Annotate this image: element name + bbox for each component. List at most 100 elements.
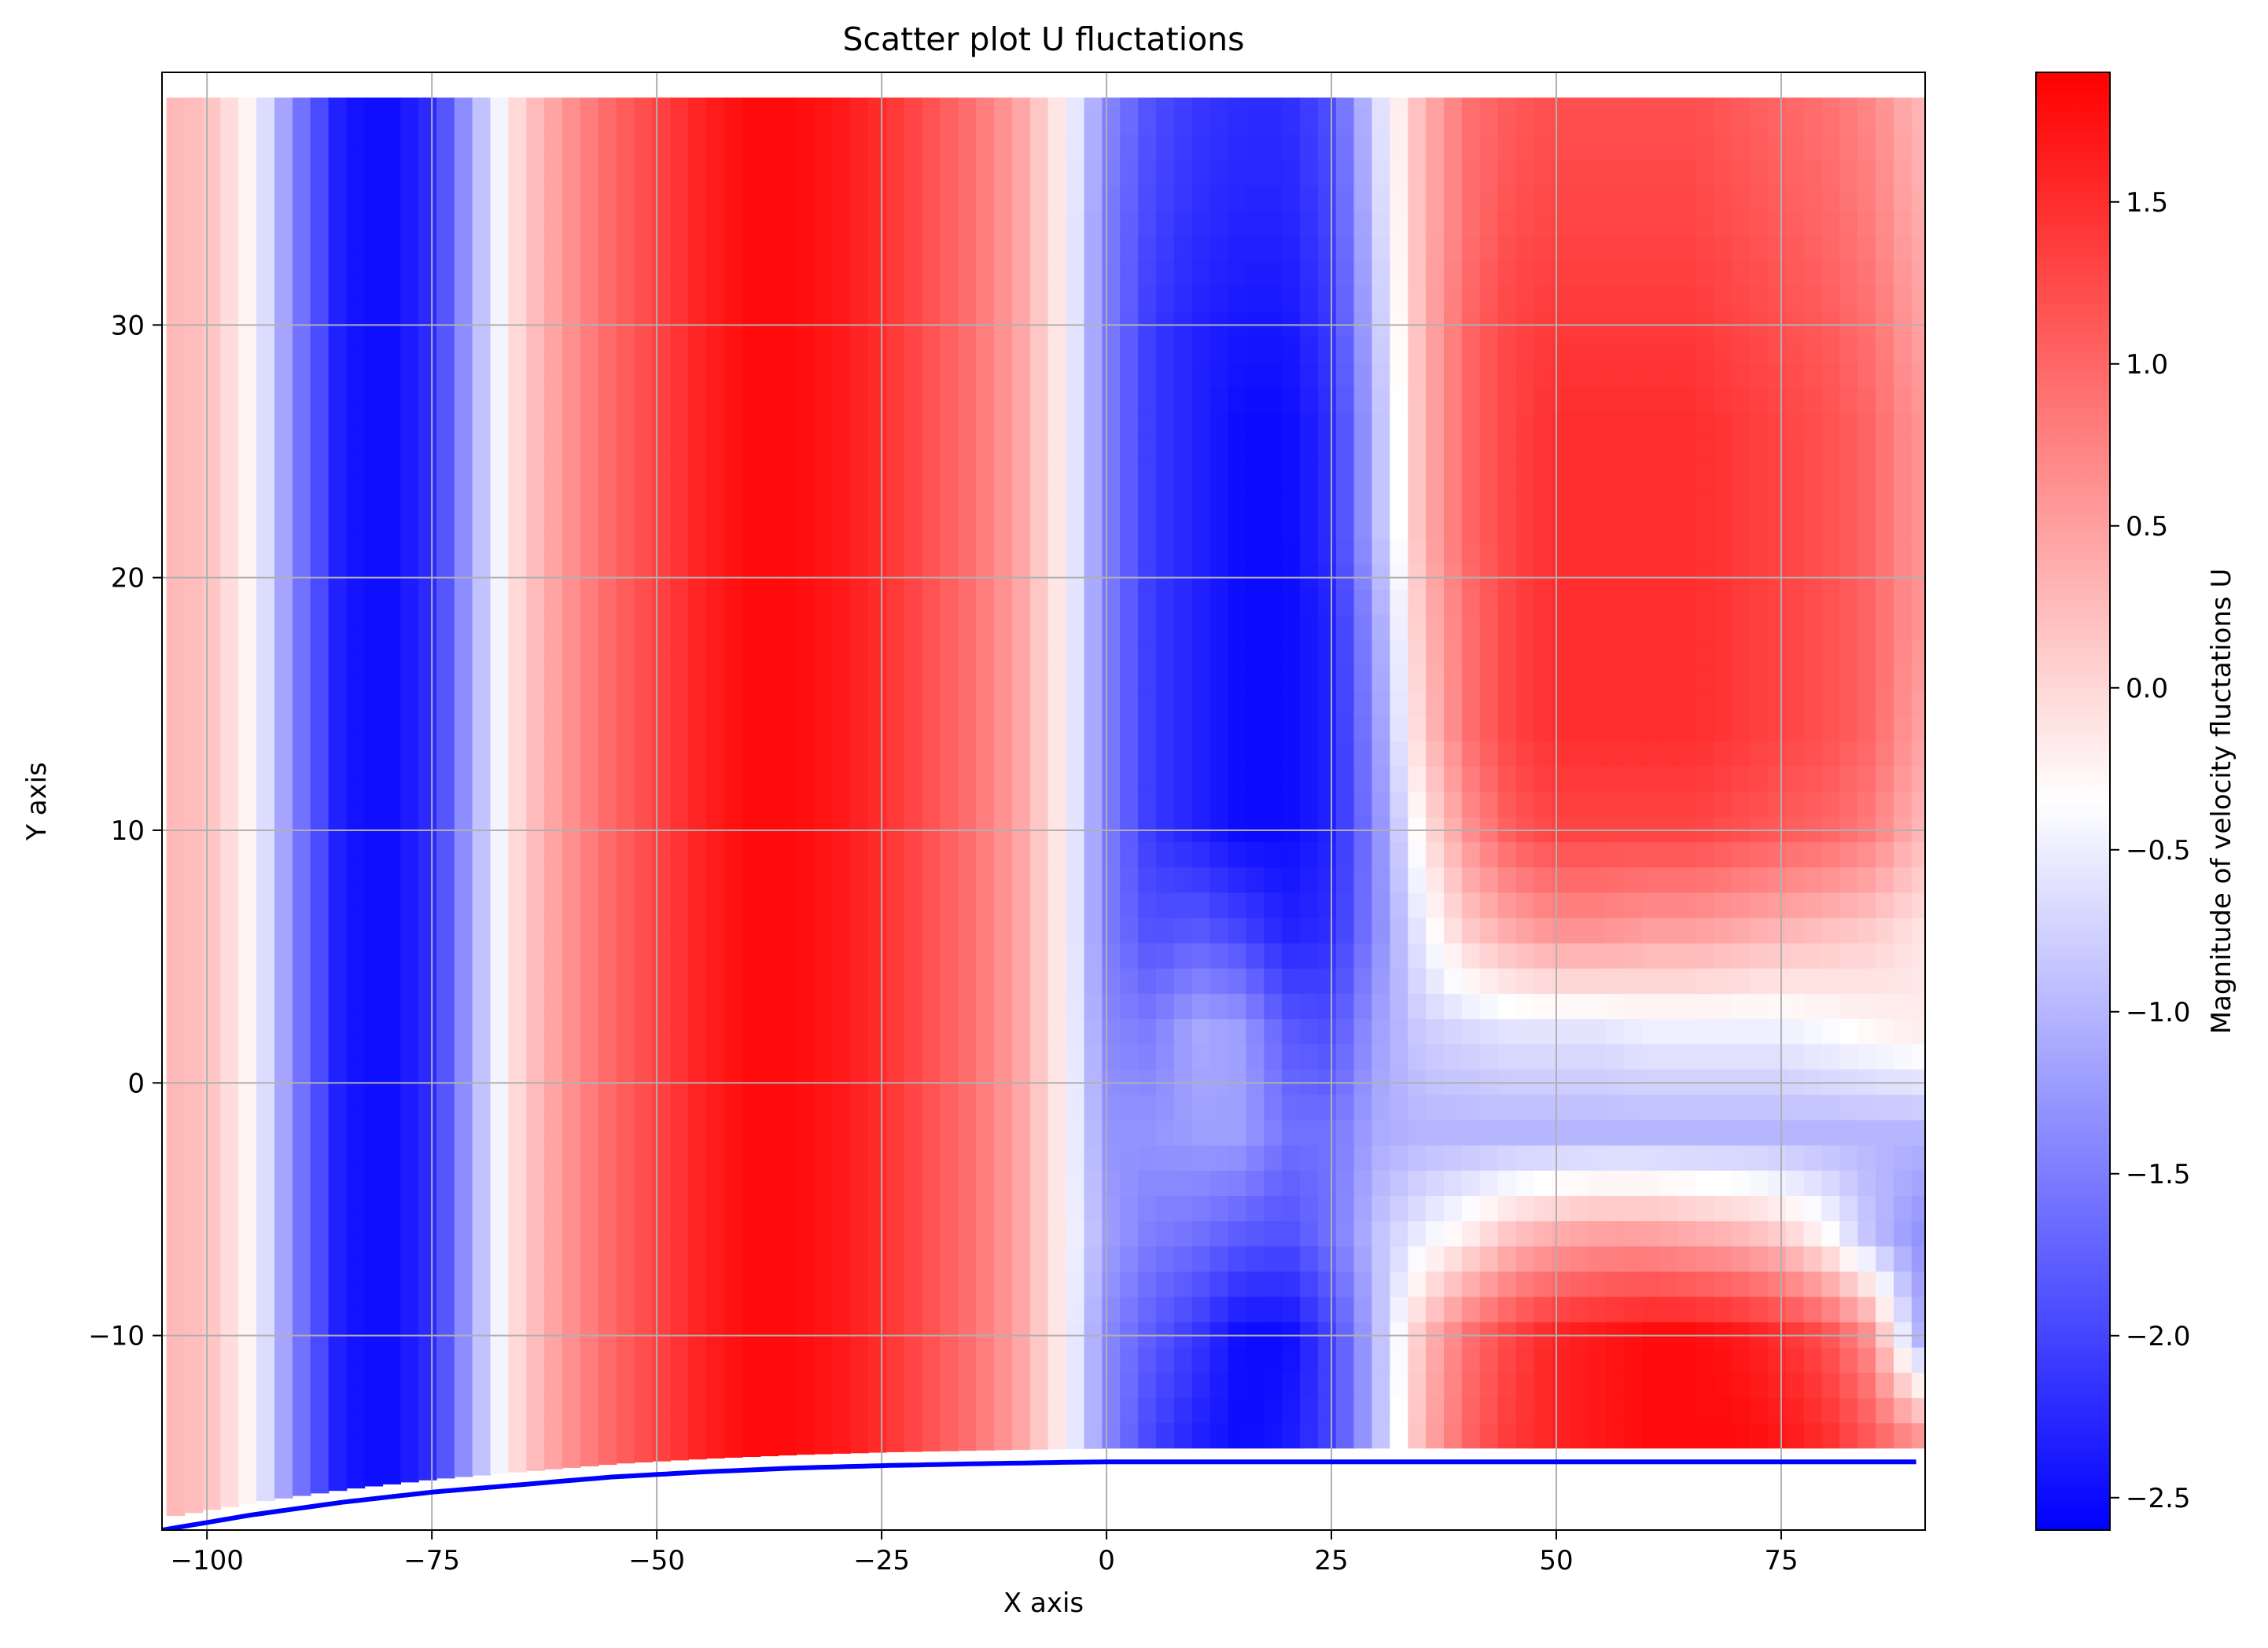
field-cell bbox=[1588, 487, 1607, 514]
field-cell bbox=[1300, 462, 1319, 489]
field-cell bbox=[885, 1022, 905, 1048]
field-cell bbox=[742, 218, 761, 245]
field-cell bbox=[1173, 1043, 1193, 1070]
field-cell bbox=[688, 1155, 707, 1182]
field-cell bbox=[346, 1462, 366, 1489]
field-cell bbox=[1191, 942, 1211, 969]
field-cell bbox=[1714, 1347, 1732, 1373]
field-cell bbox=[1102, 210, 1121, 237]
field-cell bbox=[346, 704, 366, 731]
field-cell bbox=[1353, 412, 1373, 439]
field-cell bbox=[1317, 210, 1337, 236]
field-cell bbox=[1228, 1321, 1247, 1348]
field-cell bbox=[634, 931, 654, 958]
field-cell bbox=[1156, 1296, 1175, 1322]
field-cell bbox=[1029, 1423, 1049, 1450]
field-cell bbox=[1605, 564, 1625, 590]
field-cell bbox=[1353, 361, 1373, 388]
field-cell bbox=[544, 559, 563, 586]
field-cell bbox=[760, 1152, 779, 1179]
field-cell bbox=[940, 743, 959, 770]
field-cell bbox=[202, 498, 222, 525]
field-cell bbox=[1695, 210, 1714, 236]
field-cell bbox=[1390, 917, 1409, 944]
field-cell bbox=[1426, 589, 1445, 615]
field-cell bbox=[1533, 664, 1553, 691]
field-cell bbox=[436, 921, 455, 948]
field-cell bbox=[814, 443, 833, 469]
field-cell bbox=[1173, 1170, 1193, 1196]
field-cell bbox=[1588, 917, 1607, 944]
field-cell bbox=[1444, 816, 1463, 843]
field-cell bbox=[1353, 766, 1373, 792]
field-cell bbox=[1570, 538, 1589, 565]
field-cell bbox=[1767, 791, 1787, 817]
field-cell bbox=[616, 1185, 635, 1211]
field-cell bbox=[1029, 211, 1049, 237]
field-cell bbox=[904, 567, 923, 594]
field-cell bbox=[922, 945, 941, 972]
field-cell bbox=[1767, 917, 1787, 944]
field-cell bbox=[1335, 1245, 1355, 1272]
field-cell bbox=[688, 827, 707, 853]
field-cell bbox=[472, 439, 492, 465]
field-cell bbox=[1317, 690, 1337, 716]
field-cell bbox=[256, 1450, 275, 1476]
field-cell bbox=[1570, 1170, 1589, 1196]
field-cell bbox=[796, 443, 816, 470]
field-cell bbox=[994, 135, 1013, 162]
field-cell bbox=[1047, 1348, 1067, 1374]
field-cell bbox=[1749, 538, 1769, 565]
field-cell bbox=[1209, 917, 1229, 944]
field-cell bbox=[1426, 336, 1445, 362]
field-cell bbox=[562, 1012, 581, 1039]
field-cell bbox=[1047, 1094, 1067, 1121]
field-cell bbox=[723, 1204, 743, 1230]
field-cell bbox=[1497, 1271, 1517, 1297]
field-cell bbox=[166, 353, 186, 380]
field-cell bbox=[1335, 1119, 1355, 1146]
field-cell bbox=[364, 323, 384, 350]
field-cell bbox=[1803, 1372, 1823, 1399]
field-cell bbox=[958, 1197, 977, 1224]
field-cell bbox=[723, 193, 743, 220]
field-cell bbox=[1317, 487, 1337, 514]
field-cell bbox=[598, 504, 617, 531]
field-cell bbox=[616, 907, 635, 933]
field-cell bbox=[1282, 816, 1301, 843]
field-cell bbox=[364, 348, 384, 375]
field-cell bbox=[1102, 639, 1121, 666]
field-cell bbox=[1444, 639, 1463, 666]
field-cell bbox=[1426, 1094, 1445, 1120]
field-cell bbox=[1461, 336, 1481, 362]
field-cell bbox=[832, 114, 851, 141]
field-cell bbox=[885, 1249, 905, 1276]
field-cell bbox=[1047, 867, 1067, 894]
field-cell bbox=[508, 259, 528, 285]
field-cell bbox=[1209, 816, 1229, 843]
field-cell bbox=[1335, 917, 1355, 944]
field-cell bbox=[400, 698, 419, 725]
field-cell bbox=[885, 693, 905, 720]
field-cell bbox=[1605, 185, 1625, 211]
field-cell bbox=[1426, 1397, 1445, 1424]
field-cell bbox=[922, 162, 941, 189]
field-cell bbox=[544, 130, 563, 156]
field-cell bbox=[904, 617, 923, 644]
field-cell bbox=[1156, 538, 1175, 565]
field-cell bbox=[976, 186, 995, 213]
field-cell bbox=[526, 965, 545, 991]
field-cell bbox=[688, 1029, 707, 1055]
field-cell bbox=[1335, 968, 1355, 994]
field-cell bbox=[832, 872, 851, 898]
field-cell bbox=[580, 657, 599, 683]
field-cell bbox=[1461, 185, 1481, 211]
field-cell bbox=[1047, 1145, 1067, 1172]
field-cell bbox=[1641, 437, 1661, 464]
field-cell bbox=[490, 614, 510, 641]
field-cell bbox=[1732, 866, 1751, 893]
field-cell bbox=[796, 948, 816, 975]
field-cell bbox=[1317, 917, 1337, 944]
field-cell bbox=[796, 140, 816, 167]
field-cell bbox=[1173, 235, 1193, 262]
